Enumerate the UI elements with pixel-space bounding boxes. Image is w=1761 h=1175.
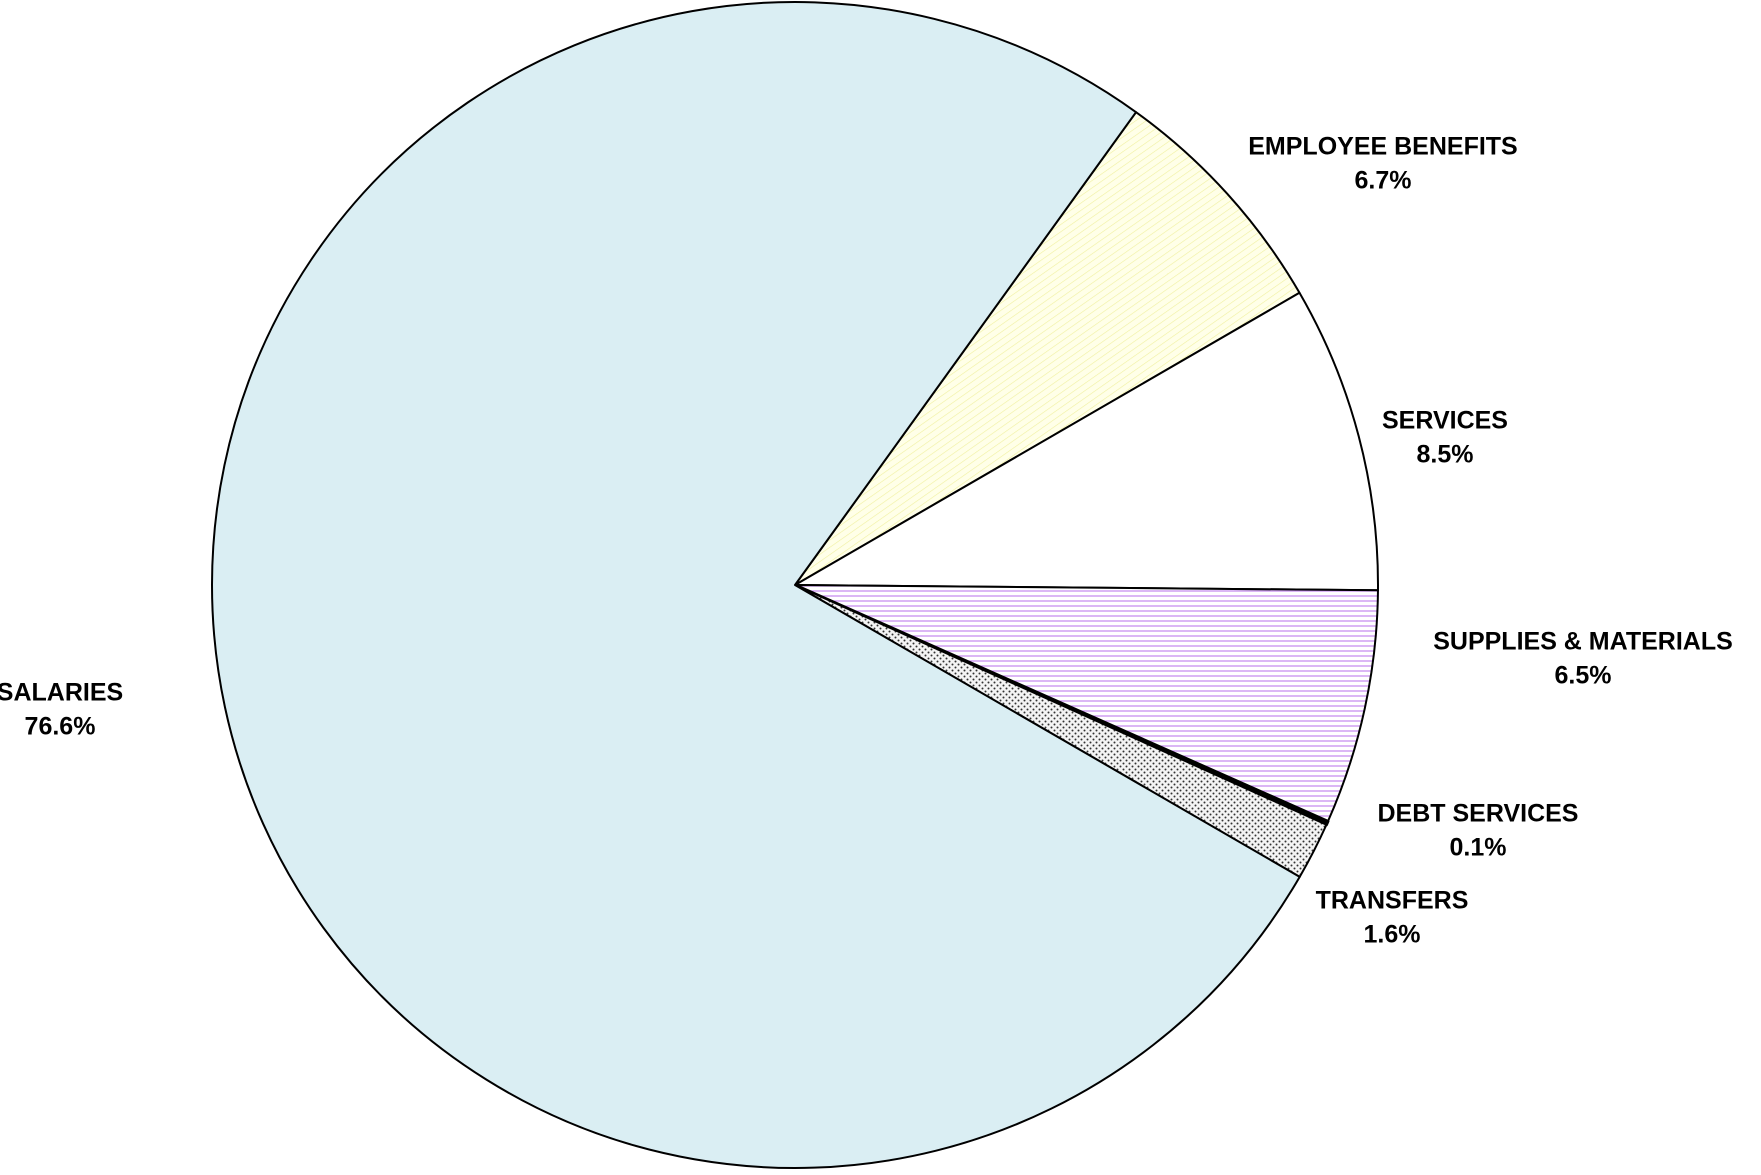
slice-value-label: 1.6% — [1364, 921, 1421, 949]
slice-label: EMPLOYEE BENEFITS — [1248, 133, 1517, 161]
slice-label: TRANSFERS — [1316, 887, 1469, 915]
slice-value-label: 76.6% — [25, 713, 96, 741]
slice-value-label: 6.5% — [1555, 662, 1612, 690]
slice-label: SUPPLIES & MATERIALS — [1433, 628, 1733, 656]
slice-label: SALARIES — [0, 679, 123, 707]
slice-label: DEBT SERVICES — [1378, 800, 1579, 828]
pie-slice — [794, 584, 1379, 823]
pie-slice — [211, 1, 1301, 1169]
pie-slice — [794, 291, 1379, 592]
slice-value-label: 8.5% — [1417, 441, 1474, 469]
slice-label: SERVICES — [1382, 407, 1508, 435]
pie-slice — [794, 111, 1301, 586]
slice-value-label: 6.7% — [1355, 167, 1412, 195]
slice-value-label: 0.1% — [1450, 834, 1507, 862]
